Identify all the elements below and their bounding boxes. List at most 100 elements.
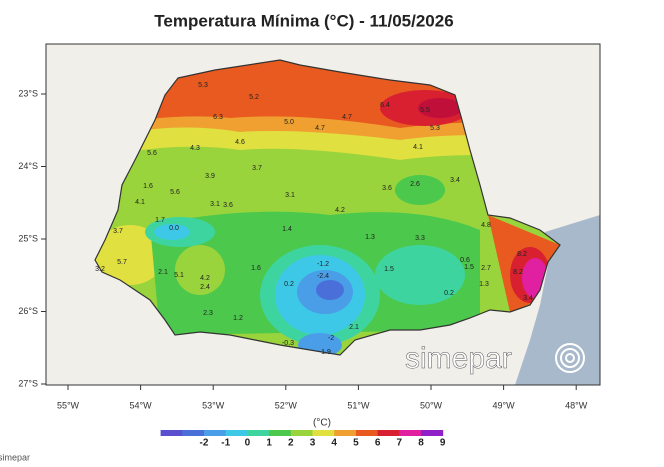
- colorbar-tick-label: 0: [245, 438, 251, 449]
- station-value: 5.7: [117, 259, 127, 266]
- state-border: [94, 59, 561, 356]
- colorbar-tick-label: -1: [221, 438, 230, 449]
- ocean: [515, 215, 600, 385]
- station-value: 0.0: [169, 225, 179, 232]
- station-value: 8.2: [517, 251, 527, 258]
- station-value: -2: [328, 335, 334, 342]
- colorbar-tick-label: 7: [397, 438, 403, 449]
- station-value: 2.6: [410, 181, 420, 188]
- station-value: 4.7: [315, 125, 325, 132]
- station-value: 3.2: [95, 266, 105, 273]
- colorbar-tick-label: 9: [440, 438, 446, 449]
- station-value: 4.6: [235, 139, 245, 146]
- colorbar-segment: [290, 430, 313, 436]
- station-value: 3.7: [252, 165, 262, 172]
- colorbar-segment: [355, 430, 379, 436]
- station-value: -1.2: [317, 261, 329, 268]
- colorbar-tick-label: 3: [310, 438, 316, 449]
- station-value: 5.5: [420, 107, 430, 114]
- x-tick-label: 52°W: [275, 400, 298, 410]
- station-value: 2.1: [349, 324, 359, 331]
- station-value: 1.2: [233, 315, 243, 322]
- station-value: 3.4: [450, 177, 460, 184]
- y-tick-label: 26°S: [18, 306, 38, 316]
- station-value: 4.1: [135, 199, 145, 206]
- station-value: 6.4: [380, 102, 390, 109]
- station-value: 5.3: [198, 82, 208, 89]
- colorbar-segment: [182, 430, 205, 436]
- station-value: 4.1: [413, 144, 423, 151]
- station-value: 5.6: [147, 150, 157, 157]
- y-tick-label: 25°S: [18, 233, 38, 243]
- station-value: 5.6: [170, 189, 180, 196]
- colorbar-label: (°C): [313, 418, 331, 429]
- station-value: 8.2: [513, 269, 523, 276]
- station-value: 0.2: [444, 290, 454, 297]
- colorbar-segment: [204, 430, 227, 436]
- station-value: 5.0: [284, 119, 294, 126]
- station-value: 3.4: [523, 295, 533, 302]
- colorbar-segment: [421, 430, 444, 436]
- y-tick-label: 27°S: [18, 378, 38, 388]
- station-value: 1.3: [365, 234, 375, 241]
- station-value: 1.3: [479, 281, 489, 288]
- y-tick-label: 23°S: [18, 88, 38, 98]
- map-area: 5.3 5.2 6.3 5.0 4.7 4.7 6.4 5.5 5.3 4.6 4.3 5.6 4.1 3…: [46, 44, 600, 385]
- station-value: 2.3: [203, 310, 213, 317]
- colorbar-segment: [399, 430, 422, 436]
- station-value: 3.6: [382, 185, 392, 192]
- x-tick-label: 54°W: [130, 400, 153, 410]
- colorbar-tick-label: 6: [375, 438, 381, 449]
- station-value: 4.7: [342, 114, 352, 121]
- station-value: 1.5: [464, 264, 474, 271]
- station-value: 1.5: [384, 266, 394, 273]
- station-value: 3.6: [223, 202, 233, 209]
- colorbar-segment: [247, 430, 270, 436]
- station-value: 6.3: [213, 114, 223, 121]
- colorbar-tick-label: -2: [200, 438, 209, 449]
- station-value: 5.3: [430, 125, 440, 132]
- station-value: 4.3: [190, 145, 200, 152]
- y-tick-label: 24°S: [18, 161, 38, 171]
- logo-text: simepar: [405, 342, 512, 375]
- station-value: 5.2: [249, 94, 259, 101]
- caption: simepar: [0, 452, 30, 462]
- x-tick-label: 48°W: [565, 400, 588, 410]
- logo-icon: [555, 343, 585, 373]
- station-value: 3.7: [113, 228, 123, 235]
- station-value: 2.1: [158, 269, 168, 276]
- colorbar-segment: [225, 430, 248, 436]
- station-value: 0.2: [284, 281, 294, 288]
- colorbar-tick-label: 1: [266, 438, 272, 449]
- station-value: 2.4: [200, 284, 210, 291]
- station-value: 0.6: [460, 257, 470, 264]
- station-value: 3.9: [205, 173, 215, 180]
- colorbar-tick-label: 4: [331, 438, 337, 449]
- colorbar-segment: [334, 430, 357, 436]
- station-value: 4.8: [481, 222, 491, 229]
- colorbar-tick-label: 2: [288, 438, 294, 449]
- station-value: 1.6: [251, 265, 261, 272]
- x-tick-label: 51°W: [347, 400, 370, 410]
- station-value: 5.1: [174, 272, 184, 279]
- x-tick-label: 49°W: [493, 400, 516, 410]
- colorbar-segment: [160, 430, 183, 436]
- map-title: Temperatura Mínima (°C) - 11/05/2026: [154, 11, 453, 30]
- colorbar-segment: [377, 430, 400, 436]
- station-value: 4.2: [335, 207, 345, 214]
- temperature-field: [95, 60, 560, 355]
- map-frame: [45, 43, 601, 386]
- station-value: 3.3: [415, 235, 425, 242]
- x-tick-label: 53°W: [202, 400, 225, 410]
- station-value: 4.2: [200, 275, 210, 282]
- colorbar-segment: [269, 430, 292, 436]
- station-value: 1.6: [143, 183, 153, 190]
- station-value: 3.1: [285, 192, 295, 199]
- station-value: 3.1: [210, 201, 220, 208]
- station-value: -2.4: [317, 273, 329, 280]
- station-value: 2.7: [481, 265, 491, 272]
- station-value: 1.7: [155, 217, 165, 224]
- station-value: -0.3: [282, 340, 294, 347]
- station-value: 1.4: [282, 226, 292, 233]
